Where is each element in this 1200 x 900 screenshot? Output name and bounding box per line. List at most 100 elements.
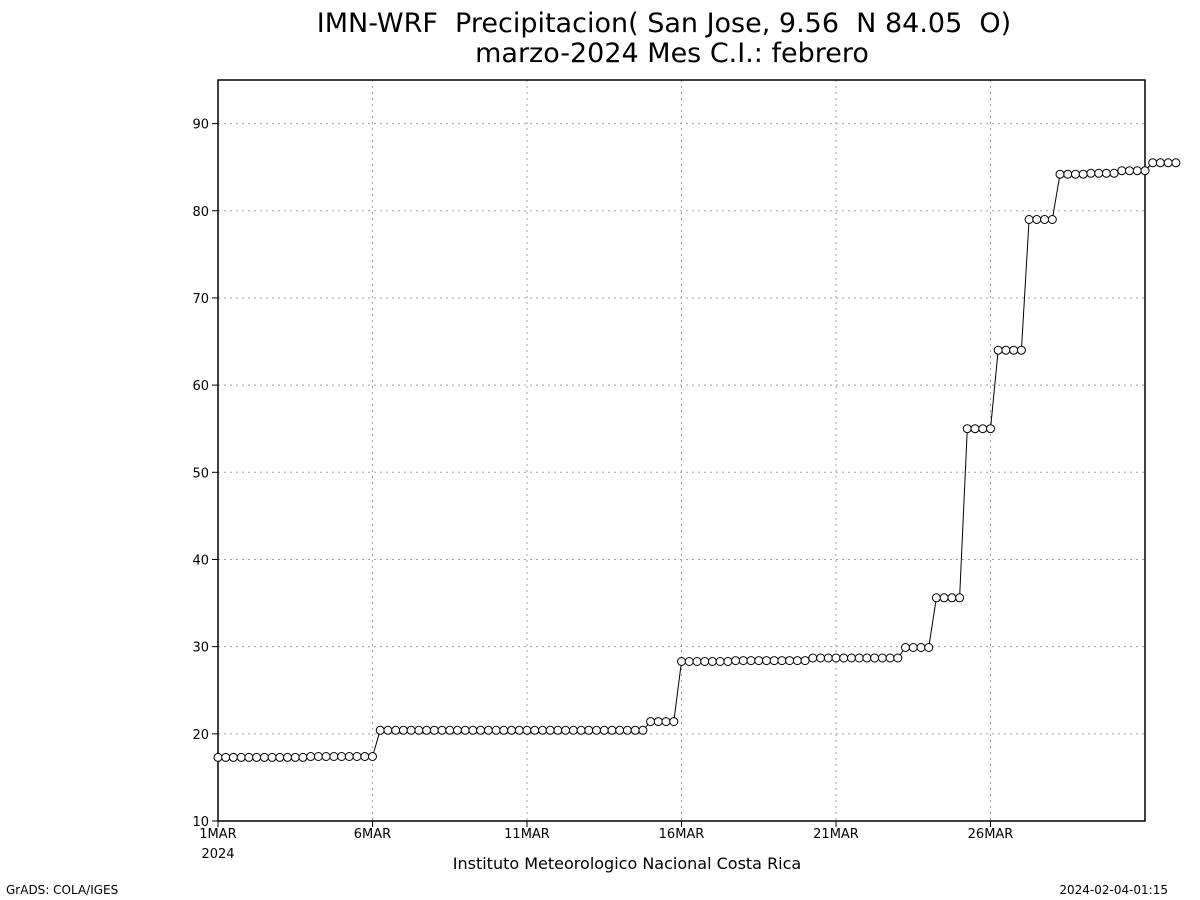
data-point (939, 593, 949, 603)
data-point (1140, 166, 1150, 176)
data-point (298, 752, 308, 762)
data-point (931, 593, 941, 603)
x-tick-label: 6MAR (354, 827, 391, 842)
data-point (847, 653, 856, 663)
data-point (483, 725, 493, 735)
chart-subtitle: marzo-2024 Mes C.I.: febrero (475, 38, 869, 69)
data-point (406, 725, 416, 735)
data-point (653, 717, 663, 727)
data-point (267, 752, 277, 762)
data-point (1001, 345, 1011, 355)
data-point (1117, 166, 1127, 176)
data-point (738, 656, 748, 666)
data-point (1086, 168, 1096, 178)
data-point (568, 725, 578, 735)
data-point (715, 657, 725, 666)
data-point (893, 653, 903, 663)
data-point (970, 424, 980, 434)
data-point (429, 725, 439, 735)
y-tick-label: 90 (192, 118, 209, 133)
data-point (306, 752, 316, 761)
data-point (460, 725, 470, 735)
data-point (986, 424, 995, 434)
data-point (1078, 169, 1088, 179)
data-point (344, 752, 354, 761)
data-point (1148, 158, 1158, 168)
data-point (630, 725, 640, 735)
data-point (1016, 345, 1026, 355)
data-point (453, 725, 462, 735)
data-point (360, 752, 370, 761)
plot-frame (217, 79, 1146, 822)
data-point (1040, 215, 1050, 224)
y-tick-label: 40 (192, 553, 209, 568)
x-tick-label: 21MAR (813, 827, 859, 842)
data-point (955, 593, 965, 603)
data-point (700, 657, 710, 666)
data-point (669, 717, 679, 727)
data-point (244, 752, 254, 762)
data-point (831, 653, 841, 663)
data-point (924, 643, 934, 652)
y-tick-label: 70 (192, 292, 209, 307)
x-tick-sublabel: 2024 (201, 847, 234, 862)
data-point (213, 752, 223, 762)
data-point (499, 725, 509, 735)
data-point (854, 653, 864, 663)
data-point (762, 656, 771, 666)
data-point (792, 656, 802, 666)
data-point (777, 656, 787, 666)
data-point (259, 752, 269, 762)
data-point (638, 725, 648, 735)
data-point (1009, 345, 1019, 355)
data-point (1171, 158, 1181, 168)
data-point (607, 725, 617, 735)
data-point (1071, 169, 1080, 179)
data-point (329, 752, 339, 761)
data-point (530, 725, 540, 735)
data-point (337, 752, 347, 761)
data-point (862, 653, 872, 663)
series-line (218, 162, 1176, 758)
data-point (1094, 168, 1104, 178)
data-point (1063, 169, 1073, 179)
data-point (383, 725, 393, 735)
data-point (908, 643, 918, 652)
data-point (352, 752, 362, 761)
data-point (313, 752, 323, 761)
data-point (561, 725, 571, 735)
data-point (1125, 166, 1134, 176)
data-point (746, 656, 756, 666)
y-tick-label: 10 (192, 815, 209, 830)
data-point (368, 752, 377, 761)
data-point (1024, 215, 1034, 224)
data-point (1055, 169, 1065, 179)
y-tick-label: 50 (192, 466, 209, 481)
data-point (962, 424, 972, 434)
data-point (584, 725, 594, 735)
x-tick-label: 11MAR (504, 827, 550, 842)
data-point (993, 345, 1003, 355)
data-point (622, 725, 632, 735)
data-point (1109, 168, 1119, 178)
footer-right-timestamp: 2024-02-04-01:15 (1059, 883, 1168, 897)
data-point (553, 725, 563, 735)
data-point (692, 657, 702, 666)
data-point (661, 717, 671, 727)
data-point (901, 643, 910, 652)
data-point (978, 424, 988, 434)
data-point (731, 656, 741, 666)
data-point (422, 725, 432, 735)
data-point (1047, 215, 1057, 224)
data-point (808, 653, 818, 663)
data-point (916, 643, 926, 652)
data-point (468, 725, 478, 735)
data-point (1101, 168, 1111, 178)
data-point (870, 653, 880, 663)
x-axis-label: Instituto Meteorologico Nacional Costa R… (453, 854, 801, 873)
data-point (283, 752, 292, 762)
data-point (375, 725, 385, 735)
data-point (599, 725, 609, 735)
y-tick-label: 30 (192, 641, 209, 656)
